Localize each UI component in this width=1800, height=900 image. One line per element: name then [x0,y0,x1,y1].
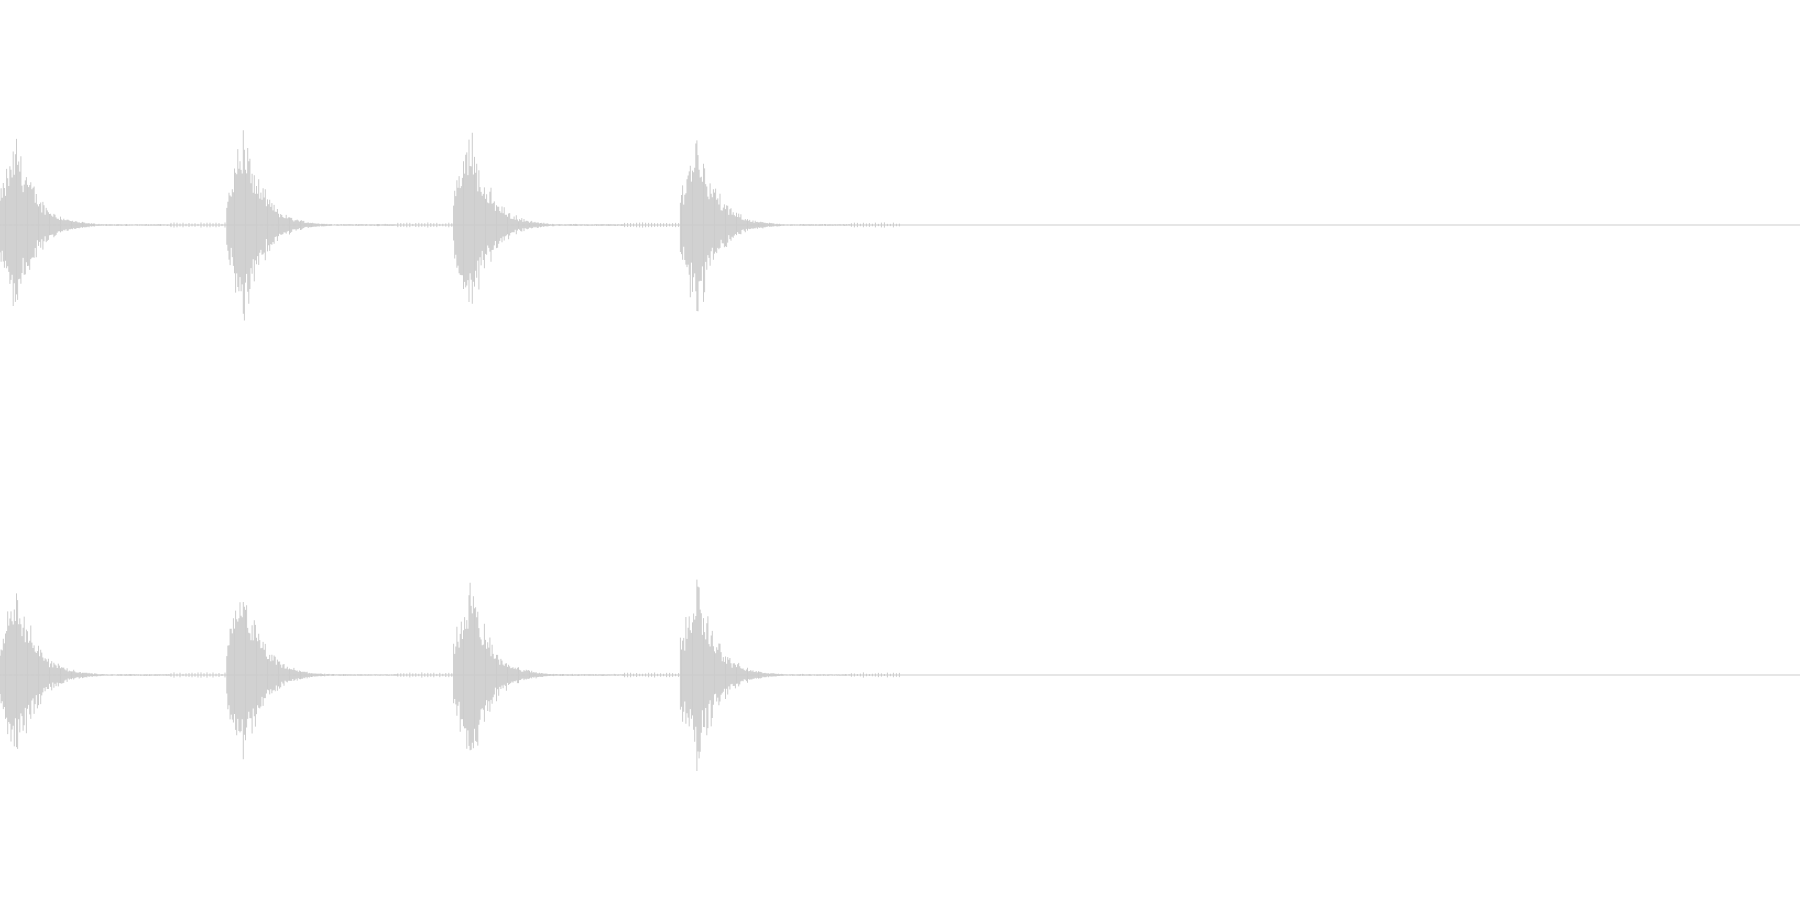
burst-waveform [0,138,171,306]
burst-4 [679,579,900,771]
burst-3 [453,132,680,304]
burst-waveform [226,130,398,321]
burst-waveform [453,582,625,751]
residual-noise [170,672,226,678]
burst-waveform [679,140,852,312]
channel-2-waveform [0,579,1800,771]
burst-waveform [0,593,171,749]
burst-1 [0,138,226,306]
channel-1-waveform [0,130,1800,321]
burst-waveform [226,602,398,760]
residual-noise [397,222,453,228]
residual-noise [624,222,680,228]
residual-noise [850,222,900,228]
residual-noise [624,672,680,678]
burst-1 [0,593,226,749]
burst-2 [226,602,453,760]
residual-noise [850,672,900,678]
residual-noise [170,222,226,228]
burst-waveform [453,132,625,304]
residual-noise [397,672,453,678]
burst-4 [679,140,900,312]
burst-waveform [679,579,852,771]
burst-3 [453,582,680,751]
burst-2 [226,130,453,321]
